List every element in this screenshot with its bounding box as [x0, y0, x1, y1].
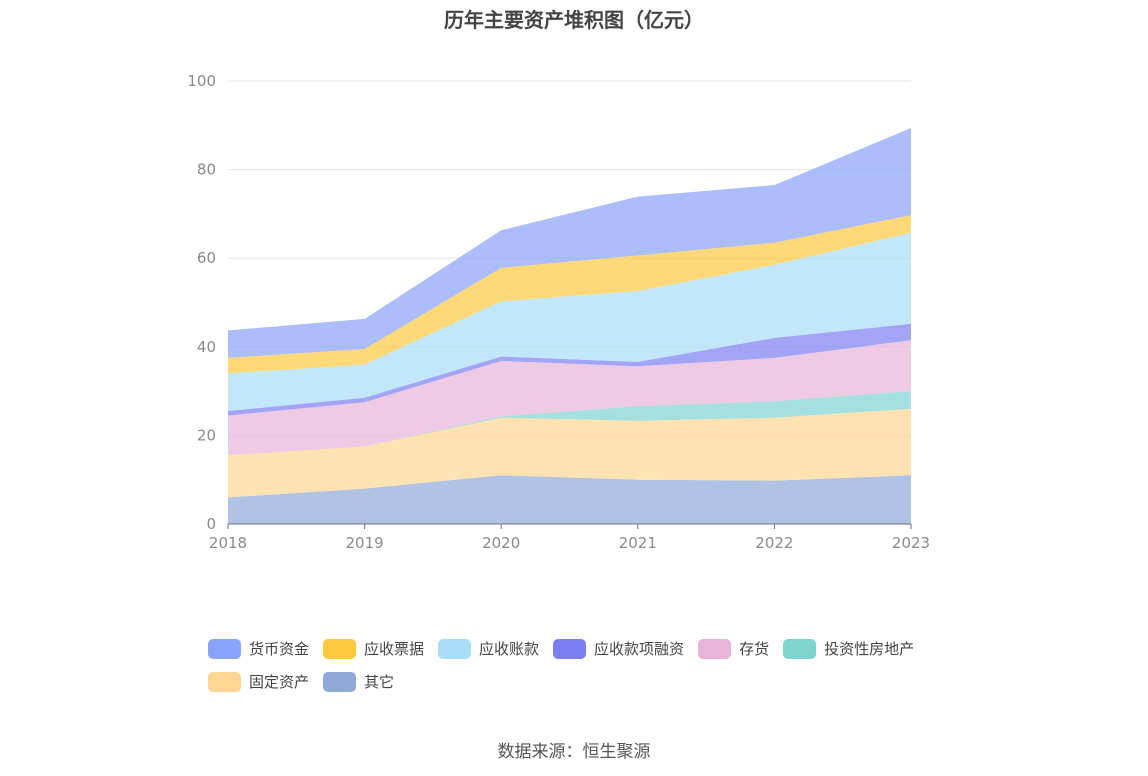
- data-source: 数据来源：恒生聚源: [497, 742, 651, 762]
- legend-item[interactable]: 应收账款: [438, 638, 539, 659]
- legend-item[interactable]: 存货: [698, 638, 769, 659]
- y-tick-label: 20: [197, 426, 216, 444]
- area-series-cash: [228, 128, 911, 358]
- legend-label: 应收票据: [364, 640, 425, 658]
- chart-legend: 货币资金 应收票据 应收账款 应收款项融资 存货 投资性房地产固定资产 其它: [208, 638, 968, 692]
- x-tick-label: 2020: [482, 534, 520, 552]
- chart-title: 历年主要资产堆积图（亿元）: [444, 8, 704, 32]
- area-series-fixed-assets: [228, 408, 911, 498]
- legend-item[interactable]: 其它: [323, 671, 394, 692]
- area-series-inventory: [228, 340, 911, 456]
- x-tick-label: 2019: [346, 534, 384, 552]
- y-tick-label: 60: [197, 249, 216, 267]
- y-tick-label: 40: [197, 338, 216, 356]
- legend-swatch: [208, 671, 241, 692]
- x-tick-label: 2022: [755, 534, 793, 552]
- area-series-other: [228, 475, 911, 524]
- legend-label: 固定资产: [249, 673, 310, 691]
- legend-label: 存货: [739, 640, 770, 658]
- area-series-notes-receivable: [228, 215, 911, 374]
- area-series-accounts-receivable: [228, 232, 911, 411]
- legend-item[interactable]: 投资性房地产: [783, 638, 914, 659]
- x-tick-label: 2021: [619, 534, 657, 552]
- legend-swatch: [698, 638, 732, 659]
- x-tick-label: 2023: [892, 534, 930, 552]
- legend-swatch: [208, 638, 241, 659]
- legend-swatch: [323, 671, 357, 692]
- legend-label: 应收款项融资: [594, 640, 685, 658]
- area-series-investment-property: [228, 391, 911, 456]
- legend-swatch: [438, 638, 472, 659]
- legend-item[interactable]: 应收票据: [323, 638, 424, 659]
- x-tick-label: 2018: [209, 534, 247, 552]
- legend-item[interactable]: 应收款项融资: [553, 638, 684, 659]
- legend-label: 应收账款: [479, 640, 540, 658]
- legend-swatch: [323, 638, 357, 659]
- y-tick-label: 0: [206, 515, 216, 533]
- legend-label: 投资性房地产: [824, 640, 915, 658]
- area-series-receivables-financing: [228, 323, 911, 416]
- chart-plot: 0 20 40 60 80 100 2018 2019 2020 2021 2022 2023: [187, 72, 930, 552]
- legend-item[interactable]: 货币资金: [208, 638, 309, 659]
- legend-swatch: [553, 638, 587, 659]
- legend-swatch: [783, 638, 817, 659]
- legend-label: 货币资金: [249, 640, 310, 658]
- legend-item[interactable]: 固定资产: [208, 671, 309, 692]
- y-tick-label: 100: [187, 72, 216, 90]
- y-tick-label: 80: [197, 161, 216, 179]
- legend-label: 其它: [364, 673, 395, 691]
